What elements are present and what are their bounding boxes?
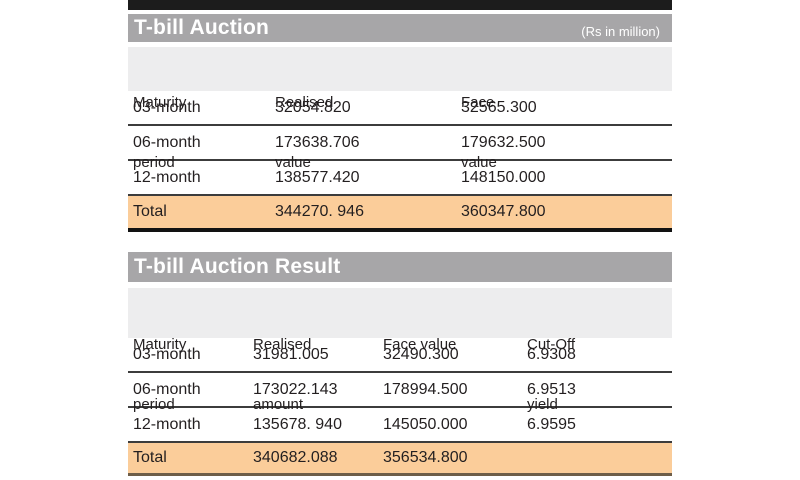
result-col-face: Face value <box>383 336 457 353</box>
auction-title-bar: T-bill Auction (Rs in million) <box>128 14 672 42</box>
result-total-row: Total 340682.088 356534.800 <box>128 443 672 473</box>
table-row: 03-month 31981.005 32490.300 6.9308 <box>128 338 672 373</box>
total-label: Total <box>133 449 167 466</box>
cell-face: 145050.000 <box>383 415 468 433</box>
total-realised: 340682.088 <box>253 449 338 466</box>
result-col-realised: Realised amount <box>253 336 312 413</box>
page-content: T-bill Auction (Rs in million) Maturity … <box>128 0 672 476</box>
cell-maturity: 03-month <box>133 98 201 116</box>
cell-realised: 31981.005 <box>253 345 329 363</box>
auction-col-maturity: Maturity period <box>133 94 187 171</box>
cell-maturity: 03-month <box>133 345 201 363</box>
table-row: 12-month 138577.420 148150.000 <box>128 161 672 196</box>
total-face: 360347.800 <box>461 203 546 220</box>
cell-face: 148150.000 <box>461 168 546 186</box>
cell-maturity: 12-month <box>133 168 201 186</box>
bottom-rule <box>128 473 672 476</box>
result-title: T-bill Auction Result <box>134 255 341 278</box>
cell-face: 32565.300 <box>461 98 537 116</box>
auction-col-realised: Realised value <box>275 94 334 171</box>
result-col-yield: Cut-Off yield <box>527 336 576 413</box>
cell-realised: 138577.420 <box>275 168 360 186</box>
cell-face: 179632.500 <box>461 133 546 151</box>
result-col-maturity: Maturity period <box>133 336 187 413</box>
cell-realised: 32054.820 <box>275 98 351 116</box>
cell-realised: 173022.143 <box>253 380 338 398</box>
table-row: 06-month 173638.706 179632.500 <box>128 126 672 161</box>
cell-face: 32490.300 <box>383 345 459 363</box>
auction-title: T-bill Auction <box>134 16 270 39</box>
cell-maturity: 06-month <box>133 133 201 151</box>
total-face: 356534.800 <box>383 449 468 466</box>
total-label: Total <box>133 203 167 220</box>
total-realised: 344270. 946 <box>275 203 364 220</box>
table-row: 12-month 135678. 940 145050.000 6.9595 <box>128 408 672 443</box>
cell-realised: 135678. 940 <box>253 415 342 433</box>
unit-note: (Rs in million) <box>581 24 660 39</box>
cell-face: 178994.500 <box>383 380 468 398</box>
table-row: 06-month 173022.143 178994.500 6.9513 <box>128 373 672 408</box>
auction-col-face: Face value <box>461 94 497 171</box>
cell-yield: 6.9595 <box>527 415 576 433</box>
cell-realised: 173638.706 <box>275 133 360 151</box>
cell-yield: 6.9513 <box>527 380 576 398</box>
table-row: 03-month 32054.820 32565.300 <box>128 91 672 126</box>
cell-yield: 6.9308 <box>527 345 576 363</box>
top-rule <box>128 0 672 10</box>
auction-header-row: Maturity period Realised value Face valu… <box>128 47 672 171</box>
cell-maturity: 06-month <box>133 380 201 398</box>
result-title-bar: T-bill Auction Result <box>128 252 672 282</box>
auction-total-row: Total 344270. 946 360347.800 <box>128 196 672 232</box>
result-header-row: Maturity period Realised amount Face val… <box>128 288 672 413</box>
cell-maturity: 12-month <box>133 415 201 433</box>
